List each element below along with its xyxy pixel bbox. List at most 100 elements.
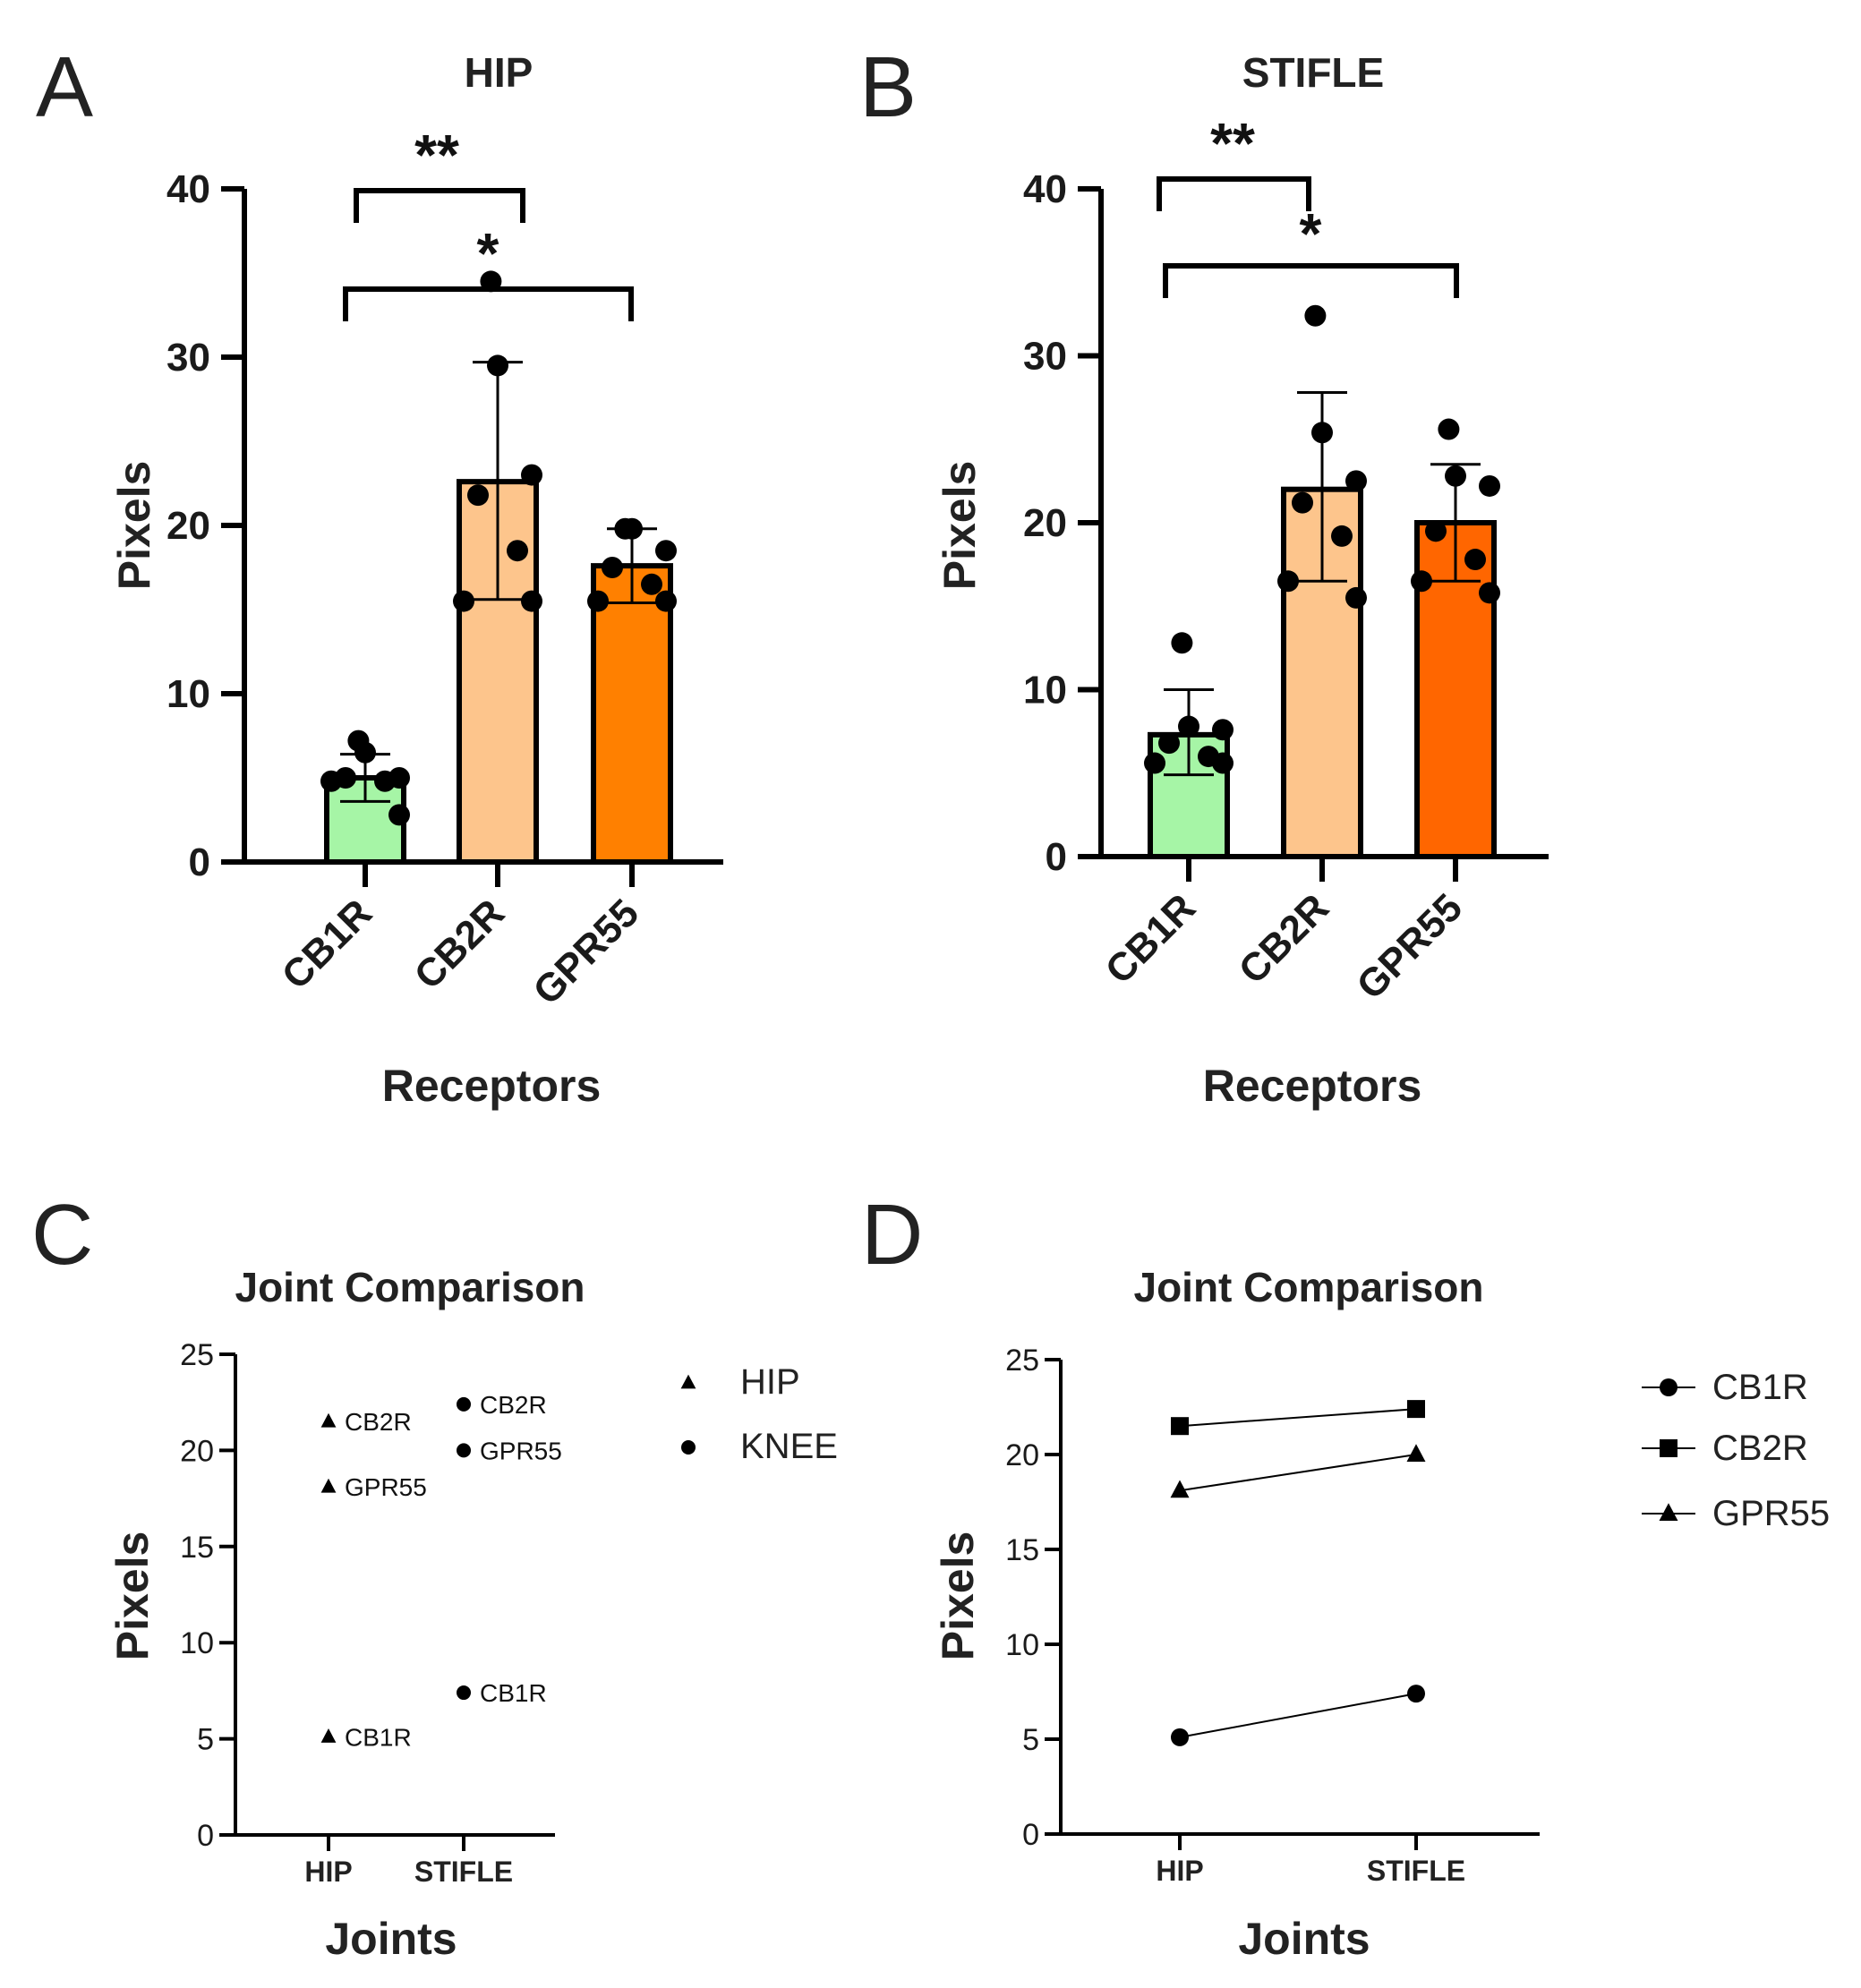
y-tick-label: 20: [166, 504, 210, 548]
data-point: [1144, 752, 1165, 774]
data-point: [655, 590, 677, 612]
data-point: [1438, 418, 1460, 440]
data-point: [641, 573, 662, 595]
series-line-GPR55: [1179, 1454, 1417, 1492]
data-point: [1345, 586, 1367, 609]
data-point: [1479, 582, 1500, 604]
x-tick-label: CB2R: [406, 891, 513, 997]
legend-marker: [680, 1374, 696, 1389]
y-tick-label: 10: [1005, 1628, 1039, 1662]
line-chart-D: D Joint Comparison 0 5 10 15 20 25 HIP STIFLE CB1R…: [861, 1187, 1830, 1964]
y-tick-label: 40: [166, 167, 210, 211]
data-point: [507, 540, 528, 562]
y-tick-label: 30: [1023, 335, 1067, 379]
x-tick-label: CB1R: [274, 891, 380, 997]
panel-letter: A: [36, 39, 93, 135]
legend-marker: [1660, 1378, 1677, 1396]
y-tick-label: 0: [189, 840, 210, 884]
data-point: [457, 1443, 471, 1458]
x-tick-label: CB1R: [1097, 885, 1204, 992]
y-tick-label: 10: [180, 1626, 214, 1660]
data-point: [1345, 470, 1367, 492]
data-point-label: CB2R: [480, 1391, 547, 1419]
significance-bracket: [354, 188, 525, 223]
data-point: [655, 540, 677, 562]
legend-label: KNEE: [740, 1427, 838, 1466]
data-point: [374, 770, 396, 792]
panel-letter: C: [31, 1187, 93, 1283]
data-point: [1479, 474, 1500, 497]
y-tick-label: 15: [1005, 1533, 1039, 1567]
data-point-GPR55: [1170, 1480, 1190, 1498]
data-point: [453, 590, 474, 612]
significance-bracket: [343, 286, 634, 321]
series-line-CB1R: [1179, 1693, 1417, 1738]
data-point-label: GPR55: [345, 1473, 427, 1501]
data-point: [621, 517, 643, 540]
legend-label: HIP: [740, 1362, 800, 1402]
legend-label: CB1R: [1712, 1368, 1808, 1407]
y-tick-label: 0: [197, 1819, 214, 1853]
chart-title: STIFLE: [1242, 49, 1384, 96]
data-point: [1411, 570, 1432, 593]
significance-bracket: [1157, 176, 1311, 211]
data-point: [354, 741, 376, 764]
legend-marker: [1660, 1439, 1677, 1457]
data-point: [1277, 570, 1299, 593]
data-point: [320, 1728, 337, 1743]
data-point: [521, 590, 542, 612]
x-axis-label: Receptors: [1203, 1061, 1422, 1111]
y-axis-label: Pixels: [933, 1532, 983, 1661]
chart-title: HIP: [465, 49, 534, 96]
y-axis-label: Pixels: [109, 461, 159, 591]
y-tick-label: 25: [180, 1338, 214, 1372]
x-tick-label: HIP: [304, 1856, 352, 1888]
data-point: [1171, 632, 1193, 654]
data-point: [1425, 520, 1447, 542]
y-tick-label: 20: [1005, 1438, 1039, 1472]
data-point-label: GPR55: [480, 1437, 562, 1464]
data-point-label: CB1R: [480, 1679, 547, 1707]
data-point: [320, 1478, 337, 1493]
data-point-CB1R: [1171, 1728, 1189, 1746]
data-point: [457, 1685, 471, 1701]
y-tick-label: 5: [197, 1723, 214, 1757]
data-point-CB2R: [1407, 1400, 1425, 1419]
significance-stars: *: [477, 221, 499, 286]
data-point: [1212, 719, 1234, 741]
x-tick-label: CB2R: [1231, 885, 1337, 992]
y-tick-label: 15: [180, 1531, 214, 1565]
data-point-CB2R: [1171, 1417, 1189, 1436]
x-axis-label: Receptors: [382, 1061, 602, 1111]
significance-bracket: [1163, 263, 1459, 298]
data-point: [1292, 491, 1313, 514]
panel-letter: D: [861, 1187, 923, 1283]
data-point: [457, 1396, 471, 1412]
x-tick-label: GPR55: [1348, 885, 1471, 1008]
y-tick-label: 10: [166, 672, 210, 716]
y-tick-label: 20: [180, 1434, 214, 1468]
data-point-label: CB2R: [345, 1408, 412, 1436]
data-point: [602, 557, 623, 578]
data-point: [1304, 304, 1327, 327]
x-tick-label: HIP: [1156, 1855, 1203, 1887]
bar-GPR55: [591, 563, 673, 865]
y-axis-label: Pixels: [107, 1532, 158, 1661]
scatter-chart-C: C Joint Comparison 0 5 10 15 20 25 HIP STIFLE CB2R…: [31, 1187, 838, 1964]
data-point-CB1R: [1407, 1685, 1425, 1703]
significance-stars: *: [1300, 201, 1322, 266]
significance-stars: **: [1210, 111, 1255, 175]
data-point: [1212, 752, 1234, 774]
data-point: [467, 484, 489, 507]
data-point: [487, 354, 508, 377]
y-tick-label: 30: [166, 336, 210, 380]
data-point: [521, 464, 542, 486]
y-tick-label: 25: [1005, 1344, 1039, 1378]
x-tick-label: STIFLE: [414, 1856, 513, 1888]
chart-title: Joint Comparison: [235, 1264, 585, 1310]
data-point: [587, 590, 609, 612]
y-tick-label: 20: [1023, 501, 1067, 545]
data-point-GPR55: [1406, 1444, 1426, 1462]
y-tick-label: 40: [1023, 167, 1067, 211]
legend-marker: [681, 1440, 696, 1455]
